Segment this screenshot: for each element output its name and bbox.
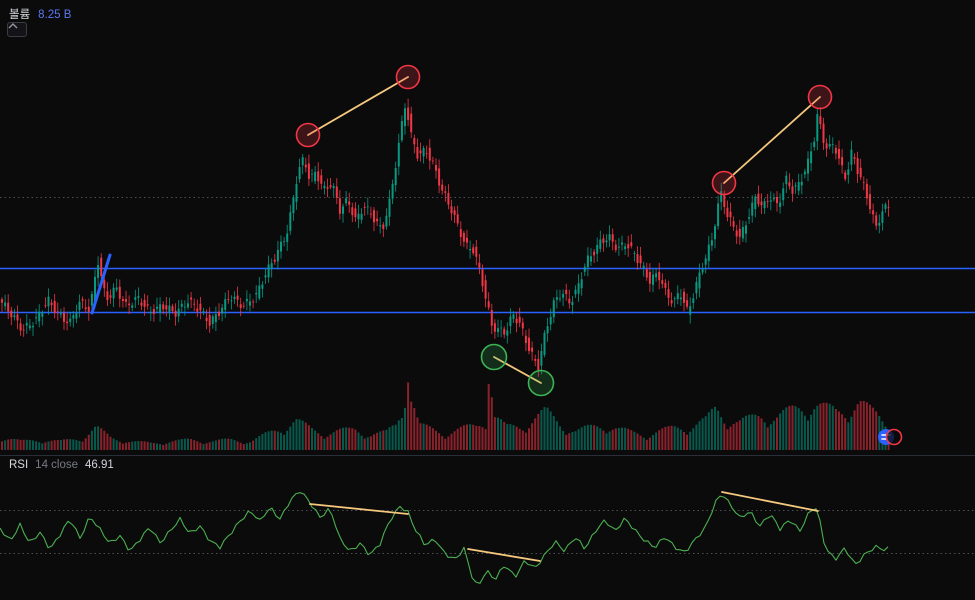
chevron-up-icon	[8, 23, 18, 29]
rsi-params: 14 close	[35, 459, 79, 471]
logo-badge[interactable]	[878, 428, 903, 446]
rsi-value: 46.91	[85, 459, 114, 471]
volume-value: 8.25 B	[38, 9, 72, 21]
horizontal-line-drawings[interactable]	[0, 267, 975, 314]
volume-header: 볼륨 8.25 B	[9, 6, 71, 22]
candlestick-series	[1, 98, 890, 377]
rsi-trendlines[interactable]	[309, 491, 819, 562]
volume-bars	[1, 382, 890, 450]
orange-trendlines[interactable]	[307, 76, 821, 384]
volume-label: 볼륨	[9, 9, 31, 21]
pane-collapse-button[interactable]	[7, 22, 27, 37]
rsi-header: RSI 14 close 46.91	[9, 459, 114, 471]
blue-trendline-drawing[interactable]	[90, 253, 112, 315]
rsi-line	[0, 492, 889, 584]
rsi-label: RSI	[9, 459, 29, 471]
divergence-circle-markers[interactable]	[295, 64, 833, 397]
dotted-grid-levels	[0, 197, 975, 554]
